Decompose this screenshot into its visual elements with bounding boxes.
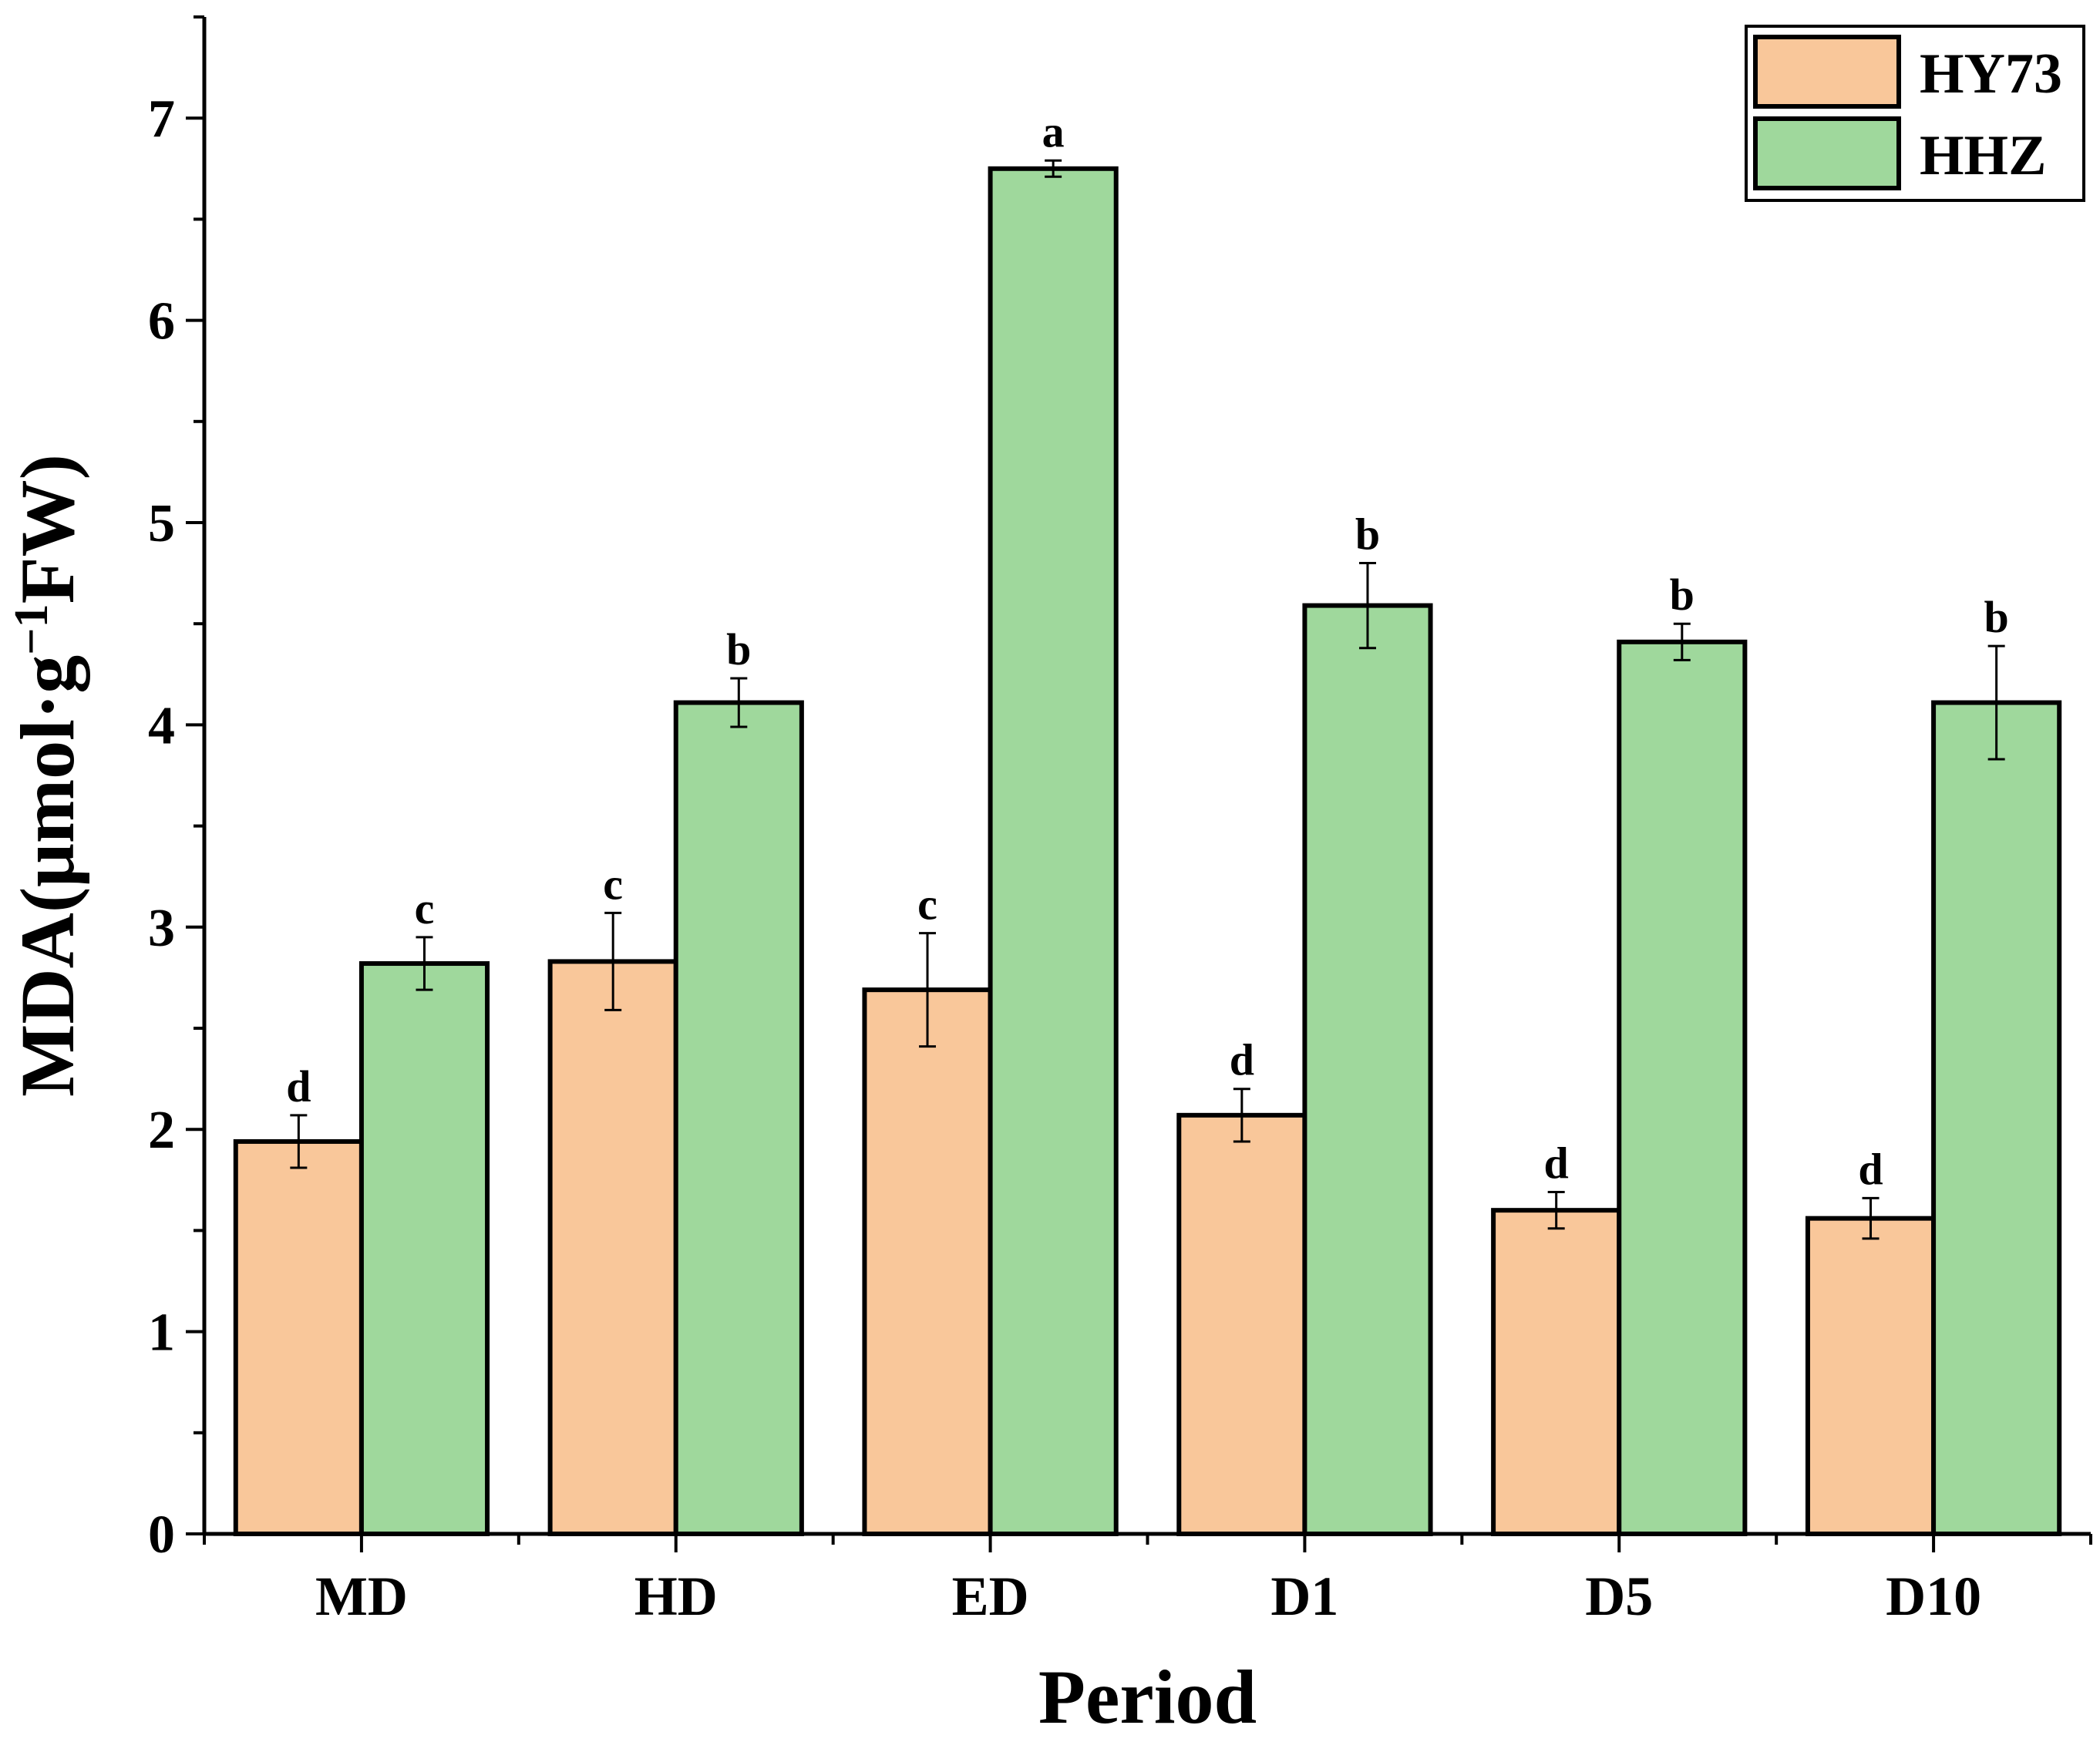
significance-letter-hy73-hd: c (603, 859, 623, 909)
labels-layer: d c MD c b HD c a ED d b D1 d b D5 d b D10 0 1 2 3 4 5 6 7 (148, 89, 2009, 1627)
x-tick-label-d10: D10 (1886, 1565, 1981, 1627)
y-tick-label-7: 7 (148, 89, 175, 149)
bar-hhz-ed (988, 166, 1119, 1536)
axes-layer (186, 15, 2092, 1552)
legend: HY73 HHZ (1745, 25, 2085, 202)
bar-hhz-d10 (1931, 700, 2062, 1536)
y-axis-title-main: MDA(μmol·g (5, 655, 90, 1097)
significance-letter-hy73-d5: d (1544, 1138, 1569, 1189)
significance-letter-hhz-d1: b (1355, 509, 1380, 559)
significance-letter-hy73-d1: d (1230, 1035, 1254, 1085)
y-axis-title: MDA(μmol·g−1FW) (5, 454, 90, 1097)
legend-label-hy73: HY73 (1920, 42, 2062, 106)
bar-hhz-hd (673, 700, 804, 1536)
x-axis-title: Period (1038, 1654, 1257, 1738)
bar-hy73-d10 (1805, 1216, 1937, 1536)
significance-letter-hhz-d10: b (1984, 592, 2009, 642)
x-tick-label-d5: D5 (1585, 1565, 1653, 1627)
y-tick-label-4: 4 (148, 696, 175, 755)
y-tick-label-1: 1 (148, 1303, 175, 1363)
x-tick-label-d1: D1 (1270, 1565, 1338, 1627)
y-tick-label-0: 0 (148, 1505, 175, 1565)
bar-hy73-d5 (1491, 1208, 1622, 1537)
y-tick-label-5: 5 (148, 494, 175, 553)
significance-letter-hhz-md: c (415, 883, 435, 933)
bars-layer (233, 159, 2062, 1537)
significance-letter-hhz-d5: b (1670, 570, 1694, 620)
y-tick-label-6: 6 (148, 292, 175, 351)
y-tick-label-2: 2 (148, 1101, 175, 1160)
legend-swatch-hhz (1753, 116, 1901, 190)
bar-hhz-d5 (1617, 639, 1748, 1536)
significance-letter-hhz-ed: a (1042, 106, 1065, 156)
legend-label-hhz: HHZ (1920, 124, 2046, 187)
y-axis-title-superscript: −1 (5, 604, 58, 654)
bar-hy73-md (233, 1138, 364, 1536)
x-tick-label-hd: HD (634, 1565, 718, 1627)
bar-hy73-hd (547, 959, 678, 1536)
bar-hhz-md (358, 961, 490, 1536)
significance-letter-hy73-ed: c (917, 879, 937, 930)
legend-swatch-hy73 (1753, 35, 1901, 109)
bar-hy73-d1 (1176, 1112, 1307, 1537)
significance-letter-hhz-hd: b (726, 624, 751, 674)
bar-hhz-d1 (1302, 603, 1433, 1536)
x-tick-label-md: MD (315, 1565, 408, 1627)
x-tick-label-ed: ED (952, 1565, 1029, 1627)
y-axis-title-tail: FW) (5, 454, 90, 604)
bar-hy73-ed (862, 987, 993, 1537)
y-tick-label-3: 3 (148, 899, 175, 958)
significance-letter-hy73-d10: d (1858, 1144, 1883, 1194)
significance-letter-hy73-md: d (286, 1061, 311, 1111)
